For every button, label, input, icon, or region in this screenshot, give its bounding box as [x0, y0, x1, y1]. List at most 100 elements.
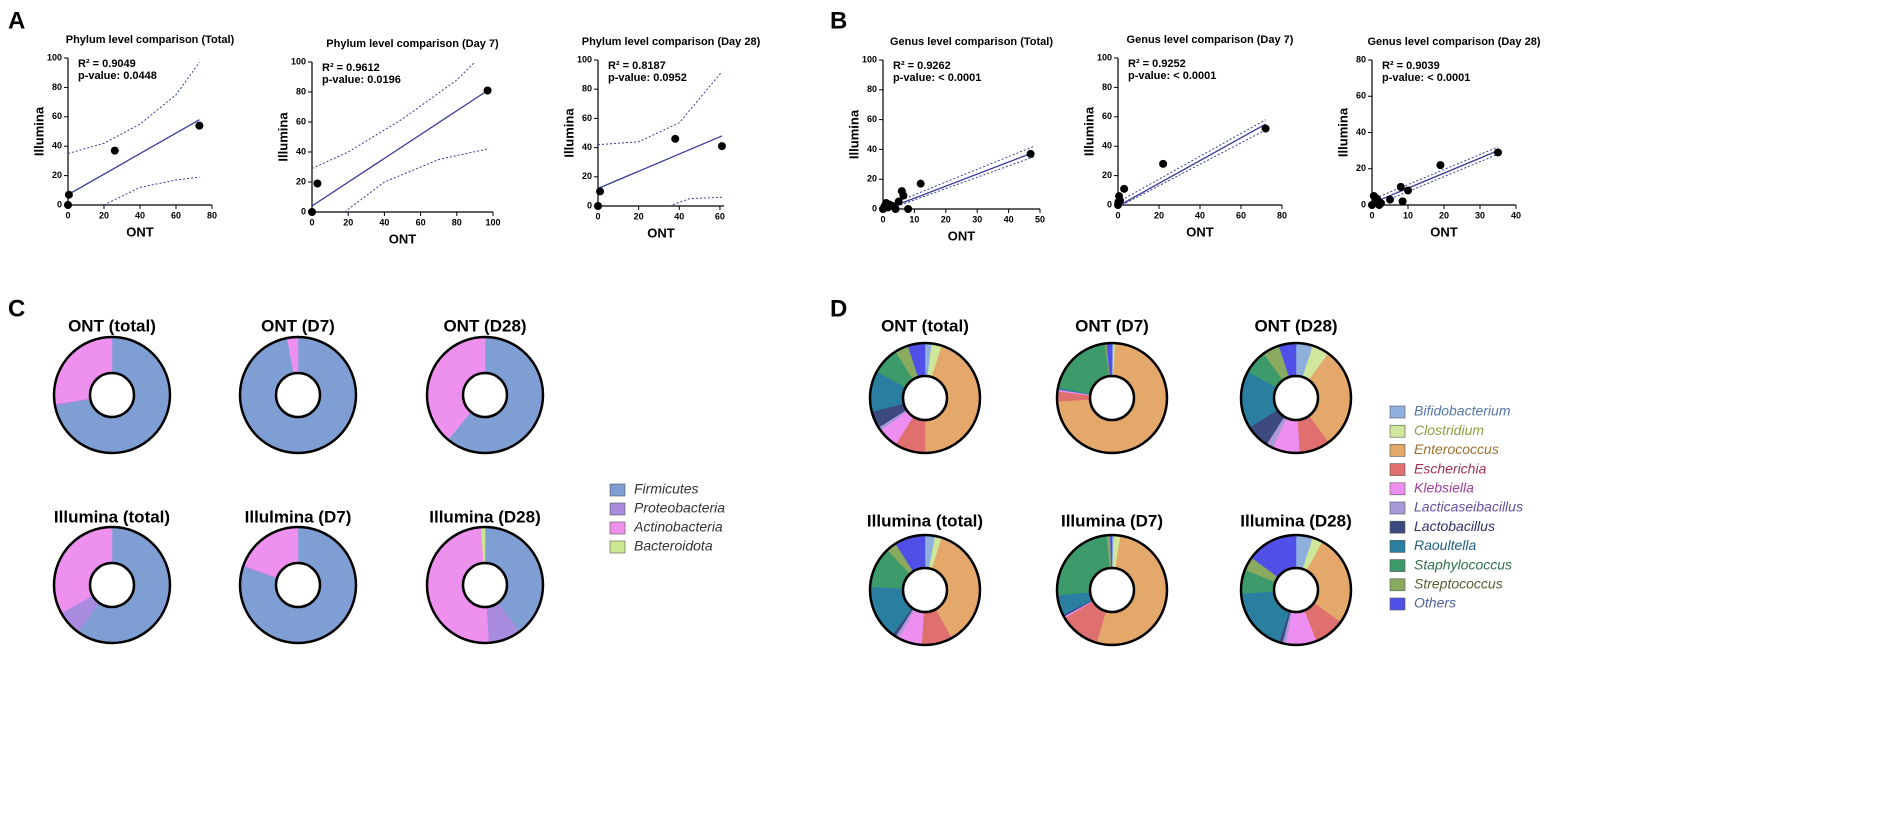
legend-swatch	[1389, 597, 1406, 611]
y-tick-label: 20	[52, 170, 62, 180]
x-axis-label: ONT	[647, 225, 675, 240]
y-tick-label: 100	[1097, 52, 1112, 62]
ci-lower	[1375, 153, 1499, 206]
point	[894, 197, 903, 206]
x-tick-label: 20	[1154, 210, 1164, 220]
y-tick-label: 80	[867, 84, 877, 94]
panel-label: B	[830, 7, 847, 34]
legend-swatch	[1389, 559, 1406, 572]
donut-title: Illumina (total)	[54, 507, 170, 526]
donut-title: Illumina (D28)	[1240, 511, 1351, 530]
y-tick-label: 20	[1356, 163, 1366, 173]
donut-outline	[868, 533, 982, 647]
donut-title: Illumina (D28)	[429, 507, 540, 526]
legend-label: Bacteroidota	[634, 538, 713, 554]
annotation: R² = 0.9039	[1382, 60, 1440, 72]
x-axis-label: ONT	[1430, 224, 1458, 239]
panel-label: C	[8, 295, 25, 322]
legend-label: Raoultella	[1414, 537, 1476, 553]
point	[1261, 124, 1270, 133]
x-tick-label: 10	[1403, 210, 1413, 220]
y-tick-label: 0	[872, 203, 877, 213]
point	[1494, 148, 1502, 157]
point	[313, 179, 322, 188]
donut-outline	[238, 335, 358, 455]
point	[1436, 161, 1445, 170]
y-tick-label: 40	[1356, 127, 1366, 137]
legend-swatch	[1389, 482, 1406, 496]
chart-title: Genus level comparison (Total)	[890, 36, 1053, 48]
legend-label: Lactobacillus	[1414, 518, 1495, 534]
y-axis-label: Illumina	[846, 109, 861, 159]
legend-swatch	[609, 483, 626, 497]
point	[899, 191, 908, 200]
x-tick-label: 60	[416, 217, 426, 227]
x-tick-label: 100	[485, 217, 500, 227]
legend-label: Proteobacteria	[634, 500, 725, 516]
point	[594, 202, 602, 210]
point	[916, 179, 925, 188]
y-tick-label: 100	[577, 54, 592, 64]
legend-label: Actinobacteria	[633, 519, 723, 535]
x-tick-label: 30	[1475, 210, 1485, 220]
point	[671, 134, 680, 143]
donut-title: ONT (D7)	[261, 316, 335, 335]
y-tick-label: 80	[296, 86, 306, 96]
donut-hole	[461, 561, 509, 609]
ci-upper	[1371, 146, 1499, 201]
annotation: p-value: 0.0448	[78, 70, 157, 82]
x-tick-label: 20	[941, 214, 951, 224]
donut-outline	[238, 525, 358, 645]
donut-outline	[1055, 533, 1169, 647]
y-tick-label: 40	[52, 141, 62, 151]
ci-upper	[882, 145, 1034, 208]
y-tick-label: 80	[52, 82, 62, 92]
x-tick-label: 0	[65, 210, 70, 220]
y-tick-label: 0	[57, 199, 62, 209]
y-tick-label: 60	[867, 114, 877, 124]
donut-hole	[1272, 374, 1320, 422]
legend-swatch	[1389, 520, 1406, 534]
panel-label: D	[830, 295, 847, 322]
x-tick-label: 40	[379, 217, 389, 227]
point	[1386, 195, 1394, 204]
donut-title: Illumina (D7)	[1061, 511, 1163, 530]
fit-line	[1371, 150, 1499, 204]
x-tick-label: 80	[1277, 210, 1287, 220]
ci-upper	[67, 62, 200, 155]
donut-title: Illulmina (D7)	[245, 507, 352, 526]
point	[64, 201, 72, 209]
legend-swatch	[1389, 424, 1406, 438]
legend-swatch	[609, 540, 626, 554]
x-tick-label: 20	[99, 210, 109, 220]
x-tick-label: 20	[1439, 210, 1449, 220]
x-tick-label: 0	[595, 211, 600, 221]
legend-label: Escherichia	[1414, 460, 1487, 476]
annotation: R² = 0.9612	[322, 62, 380, 74]
legend-label: Others	[1414, 595, 1456, 611]
donut-outline	[425, 525, 545, 645]
x-tick-label: 30	[972, 214, 982, 224]
donut-hole	[901, 374, 949, 422]
x-axis-label: ONT	[126, 224, 154, 239]
donut-hole	[88, 561, 136, 609]
point	[904, 205, 913, 213]
ci-lower	[103, 176, 200, 206]
y-tick-label: 80	[1102, 82, 1112, 92]
ci-upper	[1117, 119, 1266, 203]
y-tick-label: 40	[867, 144, 877, 154]
ci-lower	[889, 156, 1034, 210]
point	[1368, 201, 1376, 209]
point	[195, 121, 204, 130]
y-tick-label: 100	[47, 52, 62, 62]
y-tick-label: 60	[1102, 111, 1112, 121]
donut-title: ONT (D7)	[1075, 316, 1149, 335]
y-tick-label: 0	[1107, 199, 1112, 209]
x-tick-label: 40	[674, 211, 684, 221]
point	[483, 86, 492, 95]
fit-line	[67, 119, 200, 196]
y-tick-label: 100	[862, 54, 877, 64]
annotation: R² = 0.9049	[78, 58, 136, 70]
legend-swatch	[609, 521, 626, 535]
